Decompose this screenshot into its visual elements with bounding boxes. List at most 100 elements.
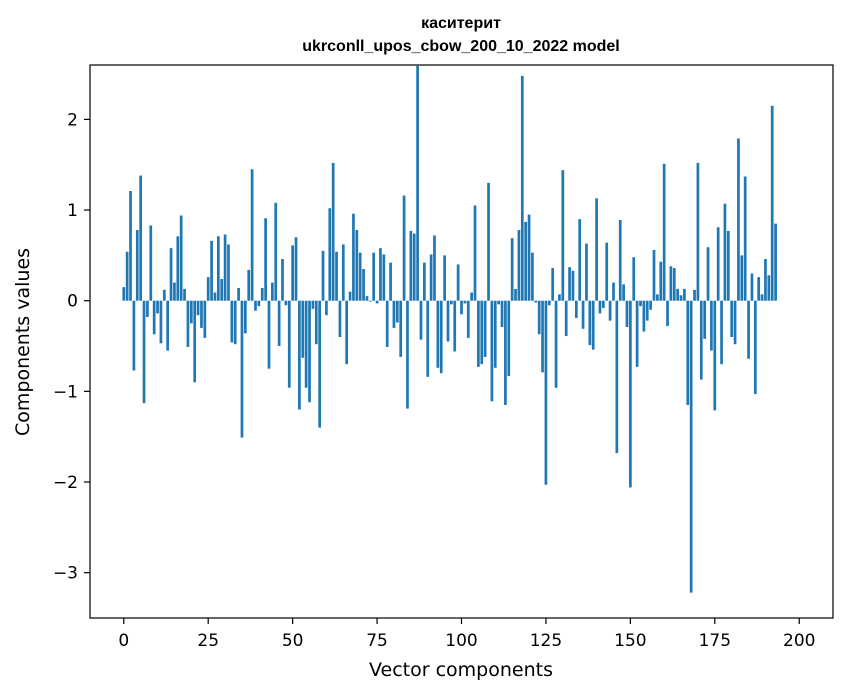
bar-100 <box>460 300 463 315</box>
bar-125 <box>544 300 548 485</box>
x-tick-label: 100 <box>445 631 477 651</box>
bar-192 <box>770 105 774 301</box>
bar-56 <box>311 300 315 309</box>
bar-44 <box>271 282 274 301</box>
bar-9 <box>152 300 156 335</box>
bar-77 <box>382 254 386 301</box>
bar-57 <box>314 300 318 345</box>
bar-87 <box>416 65 419 301</box>
bar-59 <box>321 250 325 301</box>
bar-115 <box>510 238 514 301</box>
y-tick-label: −2 <box>53 473 78 493</box>
bar-31 <box>227 244 230 301</box>
bar-17 <box>179 215 183 301</box>
bar-45 <box>274 202 278 301</box>
chart-title: каситерит <box>421 15 501 32</box>
plot-frame <box>89 64 834 619</box>
bar-75 <box>375 300 379 304</box>
bar-7 <box>146 300 149 318</box>
bar-50 <box>291 245 294 301</box>
bar-171 <box>699 300 703 380</box>
bar-65 <box>341 244 345 301</box>
x-tick-label: 150 <box>614 631 646 651</box>
y-tick-label: 1 <box>67 201 78 221</box>
bar-110 <box>493 300 497 368</box>
bar-143 <box>605 242 609 301</box>
bar-149 <box>625 300 629 327</box>
bar-132 <box>568 267 571 301</box>
bar-124 <box>541 300 544 373</box>
bar-168 <box>689 300 693 593</box>
bar-119 <box>524 221 528 301</box>
bar-111 <box>497 300 501 305</box>
bar-61 <box>328 208 332 301</box>
bar-38 <box>250 169 254 301</box>
bar-51 <box>294 237 298 301</box>
y-tick-label: −1 <box>53 382 78 402</box>
bar-66 <box>345 300 349 365</box>
bar-53 <box>301 300 305 358</box>
bar-4 <box>135 229 139 301</box>
bar-139 <box>591 300 595 350</box>
chart-subtitle: ukrconll_upos_cbow_200_10_2022 model <box>302 38 619 55</box>
bar-86 <box>412 233 416 301</box>
bar-172 <box>703 300 707 339</box>
bar-81 <box>395 300 399 323</box>
bar-190 <box>764 259 767 301</box>
bar-15 <box>173 282 176 301</box>
bar-134 <box>574 300 578 318</box>
bar-130 <box>561 170 565 301</box>
bar-185 <box>747 300 750 359</box>
bar-73 <box>368 300 372 302</box>
bar-107 <box>483 300 487 357</box>
bar-145 <box>612 282 615 301</box>
bar-169 <box>693 289 696 301</box>
bar-180 <box>730 300 734 337</box>
bar-131 <box>564 300 568 337</box>
y-tick-label: 0 <box>67 292 78 312</box>
bar-144 <box>608 300 612 321</box>
bar-84 <box>406 300 409 409</box>
bar-99 <box>456 264 460 301</box>
bar-167 <box>686 300 690 405</box>
bar-158 <box>656 294 659 301</box>
bar-163 <box>672 268 676 301</box>
bar-32 <box>230 300 234 343</box>
bar-16 <box>176 236 180 301</box>
bar-164 <box>676 288 679 301</box>
bar-122 <box>534 300 538 303</box>
bar-187 <box>753 300 757 395</box>
bar-156 <box>649 300 652 310</box>
bar-104 <box>473 205 477 301</box>
bar-101 <box>463 300 467 304</box>
bar-82 <box>399 300 403 357</box>
bar-188 <box>757 277 761 301</box>
bar-140 <box>595 198 598 301</box>
bar-170 <box>696 162 700 301</box>
bar-182 <box>737 138 740 301</box>
bar-23 <box>200 300 203 328</box>
x-tick-label: 200 <box>783 631 815 651</box>
bar-22 <box>196 300 200 316</box>
bar-129 <box>558 294 561 301</box>
bar-98 <box>453 300 457 352</box>
bar-105 <box>477 300 480 367</box>
bar-94 <box>439 300 443 374</box>
bar-174 <box>710 300 713 351</box>
bar-58 <box>318 300 322 428</box>
bar-47 <box>281 259 284 301</box>
x-axis-label: Vector components <box>369 659 553 681</box>
bar-21 <box>193 300 197 383</box>
bar-8 <box>149 225 153 301</box>
bar-0 <box>122 287 126 301</box>
bar-162 <box>669 266 673 301</box>
bar-93 <box>436 300 440 368</box>
bar-30 <box>223 234 227 301</box>
bar-3 <box>132 300 136 371</box>
bar-37 <box>247 269 251 301</box>
x-tick-label: 75 <box>366 631 388 651</box>
bar-136 <box>581 300 585 329</box>
bar-36 <box>244 300 247 334</box>
bar-151 <box>632 257 636 301</box>
